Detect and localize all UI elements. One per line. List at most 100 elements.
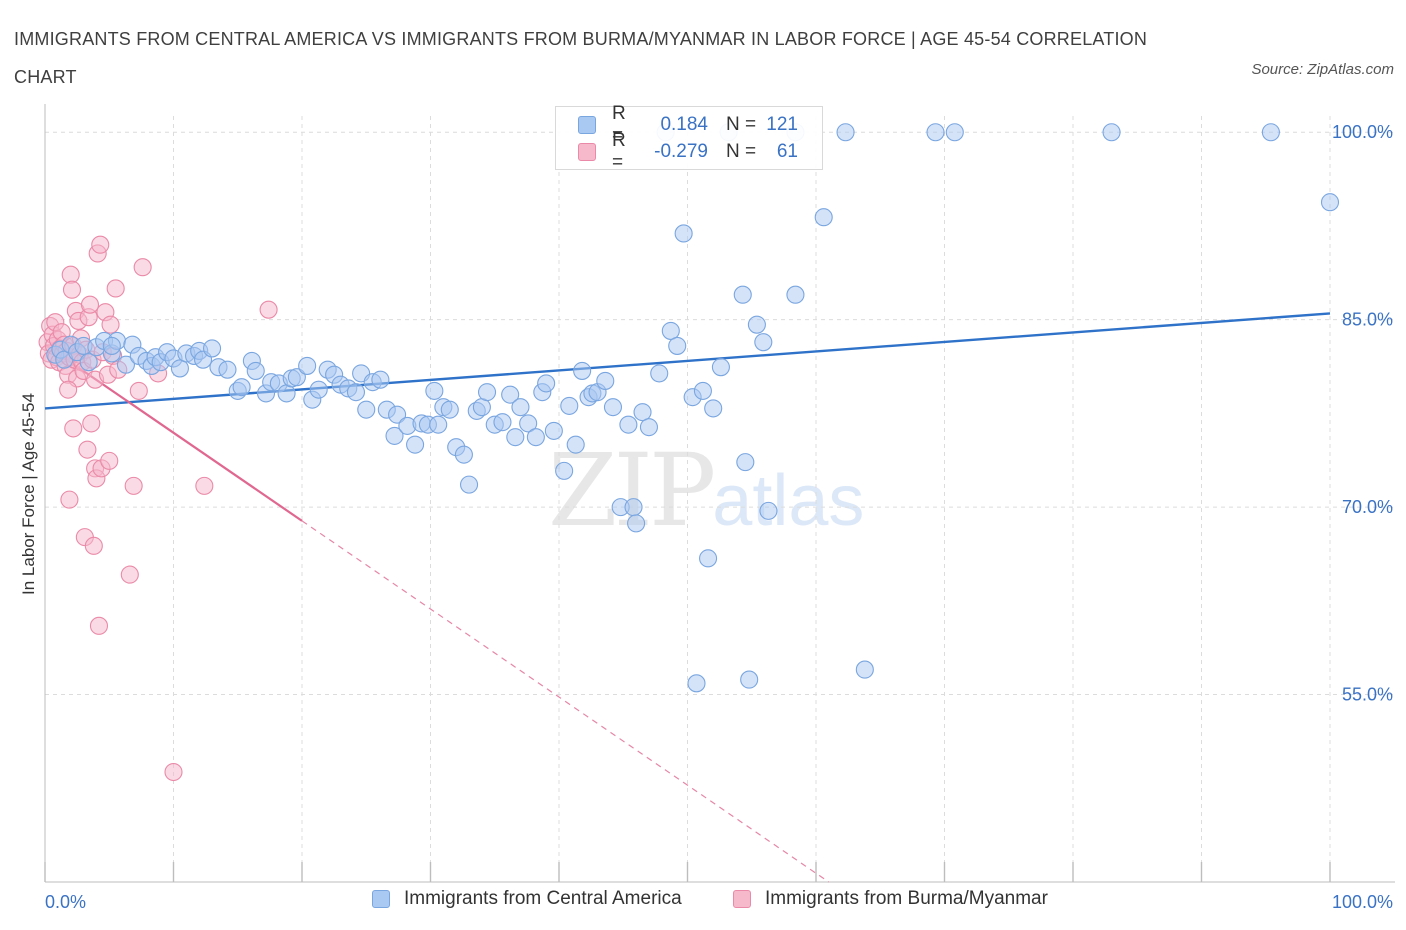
point-central-america: [79, 353, 98, 372]
point-central-america: [232, 378, 251, 397]
y-tick-label: 85.0%: [1342, 310, 1393, 330]
point-central-america: [754, 333, 773, 352]
bottom-legend-swatch-pink: [733, 890, 751, 908]
point-central-america: [596, 371, 615, 390]
point-central-america: [687, 674, 706, 693]
point-burma-myanmar: [133, 258, 152, 277]
point-burma-myanmar: [100, 451, 119, 470]
point-burma-myanmar: [82, 414, 101, 433]
y-tick-label: 55.0%: [1342, 685, 1393, 705]
y-tick-label: 100.0%: [1332, 122, 1393, 142]
x-tick-labels: 0.0% 100.0%: [45, 892, 1393, 912]
bottom-legend-swatch-blue: [372, 890, 390, 908]
bottom-legend-burma-myanmar: Immigrants from Burma/Myanmar: [733, 888, 1048, 910]
point-central-america: [493, 413, 512, 432]
point-central-america: [309, 380, 328, 399]
point-burma-myanmar: [89, 616, 109, 635]
point-burma-myanmar: [78, 440, 97, 459]
point-central-america: [747, 315, 766, 334]
point-central-america: [661, 321, 680, 340]
point-central-america: [555, 461, 574, 480]
point-central-america: [371, 370, 390, 389]
point-central-america: [759, 501, 778, 520]
point-central-america: [573, 361, 592, 380]
point-central-america: [1261, 123, 1280, 142]
point-central-america: [699, 549, 718, 568]
bottom-legend-central-america: Immigrants from Central America: [372, 888, 682, 910]
point-burma-myanmar: [80, 295, 100, 314]
point-central-america: [814, 208, 833, 227]
point-central-america: [740, 670, 759, 689]
legend-r-value: 0.184: [660, 114, 708, 135]
point-burma-myanmar: [91, 235, 110, 254]
point-burma-myanmar: [106, 279, 125, 298]
x-tick-label: 100.0%: [1332, 892, 1393, 912]
legend-n-value: 61: [776, 141, 798, 162]
chart-title: IMMIGRANTS FROM CENTRAL AMERICA VS IMMIG…: [14, 29, 1148, 87]
point-central-america: [116, 355, 136, 374]
point-burma-myanmar: [259, 300, 278, 319]
y-tick-labels: 55.0% 70.0% 85.0% 100.0%: [1332, 122, 1393, 704]
point-burma-myanmar: [101, 315, 120, 334]
axes: [44, 104, 1395, 883]
legend-n-label: N =: [726, 114, 757, 135]
point-central-america: [440, 400, 459, 419]
point-central-america: [836, 123, 855, 142]
y-tick-label: 70.0%: [1342, 497, 1393, 517]
point-central-america: [454, 445, 473, 464]
point-central-america: [693, 381, 712, 400]
bottom-legend-label: Immigrants from Central America: [404, 888, 682, 909]
y-axis-label: In Labor Force | Age 45-54: [19, 393, 38, 595]
point-central-america: [385, 426, 404, 445]
point-central-america: [627, 514, 646, 533]
point-central-america: [855, 660, 874, 679]
point-central-america: [501, 385, 520, 404]
point-central-america: [406, 435, 425, 454]
point-central-america: [429, 415, 448, 434]
point-central-america: [477, 383, 497, 402]
points-burma-myanmar: [38, 235, 278, 782]
point-central-america: [926, 123, 945, 142]
legend-swatch-blue: [578, 116, 596, 134]
legend-r-value: -0.279: [654, 141, 708, 162]
legend-r-label: R =: [612, 130, 626, 173]
watermark-atlas: atlas: [712, 461, 865, 541]
point-central-america: [711, 358, 730, 377]
source-label: Source: ZipAtlas.com: [1251, 61, 1394, 78]
legend-n-value: 121: [766, 114, 798, 135]
point-burma-myanmar: [120, 565, 139, 584]
point-burma-myanmar: [62, 280, 82, 299]
point-central-america: [704, 399, 723, 418]
point-central-america: [459, 475, 479, 494]
point-central-america: [357, 400, 376, 419]
point-burma-myanmar: [164, 762, 183, 782]
point-central-america: [511, 398, 530, 417]
point-central-america: [346, 383, 366, 402]
points-central-america: [46, 123, 1340, 693]
point-central-america: [277, 384, 296, 403]
point-central-america: [519, 414, 538, 433]
point-central-america: [544, 421, 563, 440]
point-central-america: [560, 396, 579, 415]
legend-n-label: N =: [726, 141, 757, 162]
point-central-america: [218, 360, 237, 379]
legend-swatch-pink: [578, 143, 596, 161]
point-burma-myanmar: [60, 490, 79, 509]
x-tick-label: 0.0%: [45, 892, 86, 912]
point-central-america: [506, 428, 525, 447]
point-central-america: [1320, 193, 1340, 212]
point-central-america: [603, 398, 623, 417]
point-burma-myanmar: [124, 476, 143, 495]
point-central-america: [246, 361, 265, 380]
point-burma-myanmar: [84, 536, 103, 555]
point-central-america: [945, 123, 964, 142]
point-central-america: [170, 359, 189, 378]
bottom-legend-label: Immigrants from Burma/Myanmar: [765, 888, 1048, 909]
point-central-america: [566, 435, 585, 454]
point-burma-myanmar: [61, 265, 80, 284]
point-central-america: [425, 381, 444, 400]
legend-row-burma-myanmar: R = -0.279 N = 61: [578, 130, 798, 173]
point-central-america: [619, 415, 638, 434]
point-central-america: [624, 498, 643, 517]
